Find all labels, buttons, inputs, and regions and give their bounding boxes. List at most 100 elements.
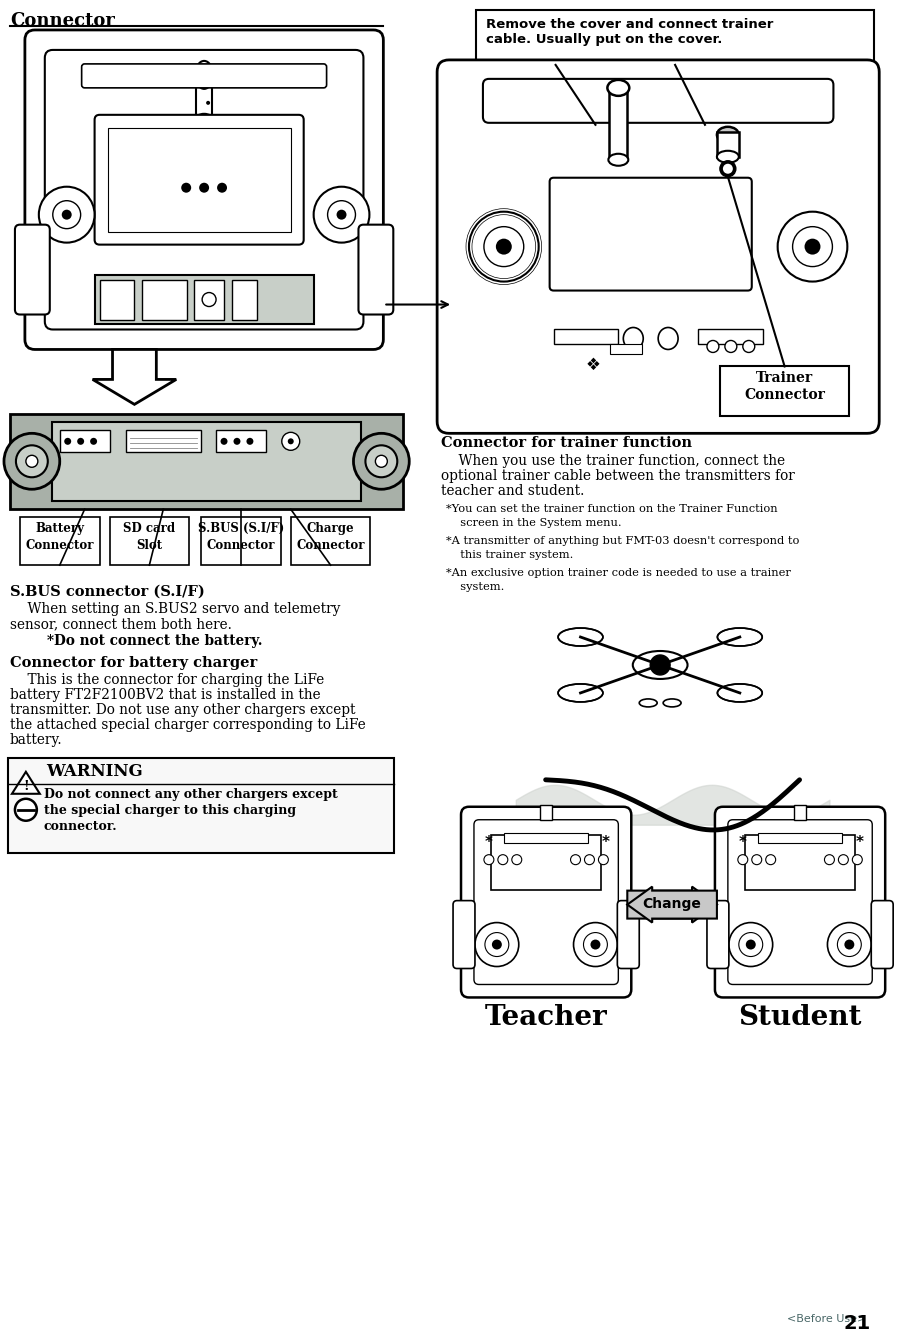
Ellipse shape — [195, 114, 213, 126]
Text: *: * — [739, 835, 747, 850]
Text: Do not connect any other chargers except: Do not connect any other chargers except — [44, 788, 337, 800]
Circle shape — [464, 277, 472, 285]
Ellipse shape — [639, 698, 657, 706]
Text: Battery: Battery — [35, 522, 85, 535]
Bar — [610, 344, 642, 355]
Bar — [290, 518, 370, 565]
Circle shape — [723, 163, 733, 174]
Bar — [610, 88, 628, 159]
Text: Remove the cover and connect trainer
cable. Usually put on the cover.: Remove the cover and connect trainer cab… — [486, 17, 773, 45]
Ellipse shape — [717, 628, 762, 646]
Text: Student: Student — [738, 1005, 861, 1032]
Ellipse shape — [558, 628, 603, 646]
Bar — [94, 274, 314, 325]
Circle shape — [206, 100, 210, 104]
Text: *Do not connect the battery.: *Do not connect the battery. — [28, 634, 263, 648]
Circle shape — [583, 933, 608, 957]
Text: <Before Use>: <Before Use> — [787, 1314, 866, 1325]
Bar — [720, 367, 850, 416]
FancyBboxPatch shape — [707, 900, 729, 969]
Circle shape — [574, 923, 618, 966]
Text: Connector: Connector — [10, 12, 115, 29]
Circle shape — [26, 455, 38, 467]
Circle shape — [39, 187, 94, 242]
Circle shape — [805, 238, 821, 254]
FancyBboxPatch shape — [82, 64, 326, 88]
FancyBboxPatch shape — [15, 225, 49, 314]
Bar — [717, 132, 739, 157]
Text: Connector: Connector — [25, 539, 94, 553]
FancyBboxPatch shape — [453, 900, 475, 969]
Text: this trainer system.: this trainer system. — [453, 550, 574, 561]
Circle shape — [182, 183, 191, 193]
Circle shape — [509, 277, 517, 285]
Bar — [110, 518, 189, 565]
Bar — [100, 280, 135, 320]
Circle shape — [844, 939, 854, 950]
Text: Connector: Connector — [297, 539, 365, 553]
Circle shape — [729, 923, 772, 966]
Circle shape — [571, 855, 581, 864]
Circle shape — [584, 855, 594, 864]
Circle shape — [498, 855, 508, 864]
Text: WARNING: WARNING — [46, 763, 143, 780]
Circle shape — [827, 923, 871, 966]
Polygon shape — [93, 349, 176, 404]
Text: Connector for battery charger: Connector for battery charger — [10, 656, 257, 670]
Bar — [108, 128, 290, 231]
Circle shape — [336, 210, 346, 219]
Bar — [491, 835, 601, 890]
FancyBboxPatch shape — [549, 178, 752, 290]
Circle shape — [839, 855, 849, 864]
Circle shape — [738, 855, 748, 864]
Circle shape — [202, 293, 216, 306]
Bar — [20, 518, 100, 565]
Text: !: ! — [23, 780, 29, 793]
Circle shape — [505, 273, 521, 289]
Bar — [539, 804, 552, 820]
Bar — [127, 431, 201, 452]
Circle shape — [234, 438, 240, 444]
Text: Connector for trainer function: Connector for trainer function — [441, 436, 692, 451]
Bar — [142, 280, 187, 320]
Bar — [52, 423, 361, 502]
Bar — [201, 518, 280, 565]
Circle shape — [743, 340, 755, 352]
Circle shape — [365, 446, 397, 478]
Text: ❖: ❖ — [586, 356, 601, 375]
Circle shape — [16, 446, 48, 478]
Circle shape — [746, 939, 756, 950]
Ellipse shape — [623, 328, 643, 349]
Bar — [744, 835, 855, 890]
Text: Trainer
Connector: Trainer Connector — [744, 372, 825, 401]
FancyBboxPatch shape — [715, 807, 886, 997]
Circle shape — [217, 183, 227, 193]
Circle shape — [485, 933, 509, 957]
Text: *: * — [855, 835, 863, 850]
Circle shape — [475, 923, 519, 966]
Bar — [476, 9, 874, 66]
Bar — [216, 431, 266, 452]
Circle shape — [591, 939, 601, 950]
Circle shape — [376, 455, 387, 467]
Ellipse shape — [658, 328, 678, 349]
Bar — [503, 832, 589, 843]
Circle shape — [220, 438, 227, 444]
Circle shape — [288, 439, 294, 444]
Polygon shape — [12, 772, 40, 793]
Ellipse shape — [609, 154, 628, 166]
FancyBboxPatch shape — [25, 29, 383, 349]
FancyBboxPatch shape — [359, 225, 393, 314]
Circle shape — [15, 799, 37, 820]
Text: Connector: Connector — [207, 539, 275, 553]
Circle shape — [200, 183, 209, 193]
Bar — [196, 75, 212, 120]
Text: Teacher: Teacher — [485, 1005, 607, 1032]
Circle shape — [766, 855, 776, 864]
FancyBboxPatch shape — [474, 820, 619, 985]
Circle shape — [650, 656, 670, 674]
Ellipse shape — [717, 127, 739, 143]
Text: *You can set the trainer function on the Trainer Function: *You can set the trainer function on the… — [446, 504, 778, 514]
Text: When setting an S.BUS2 servo and telemetry: When setting an S.BUS2 servo and telemet… — [10, 602, 341, 615]
Circle shape — [460, 273, 476, 289]
